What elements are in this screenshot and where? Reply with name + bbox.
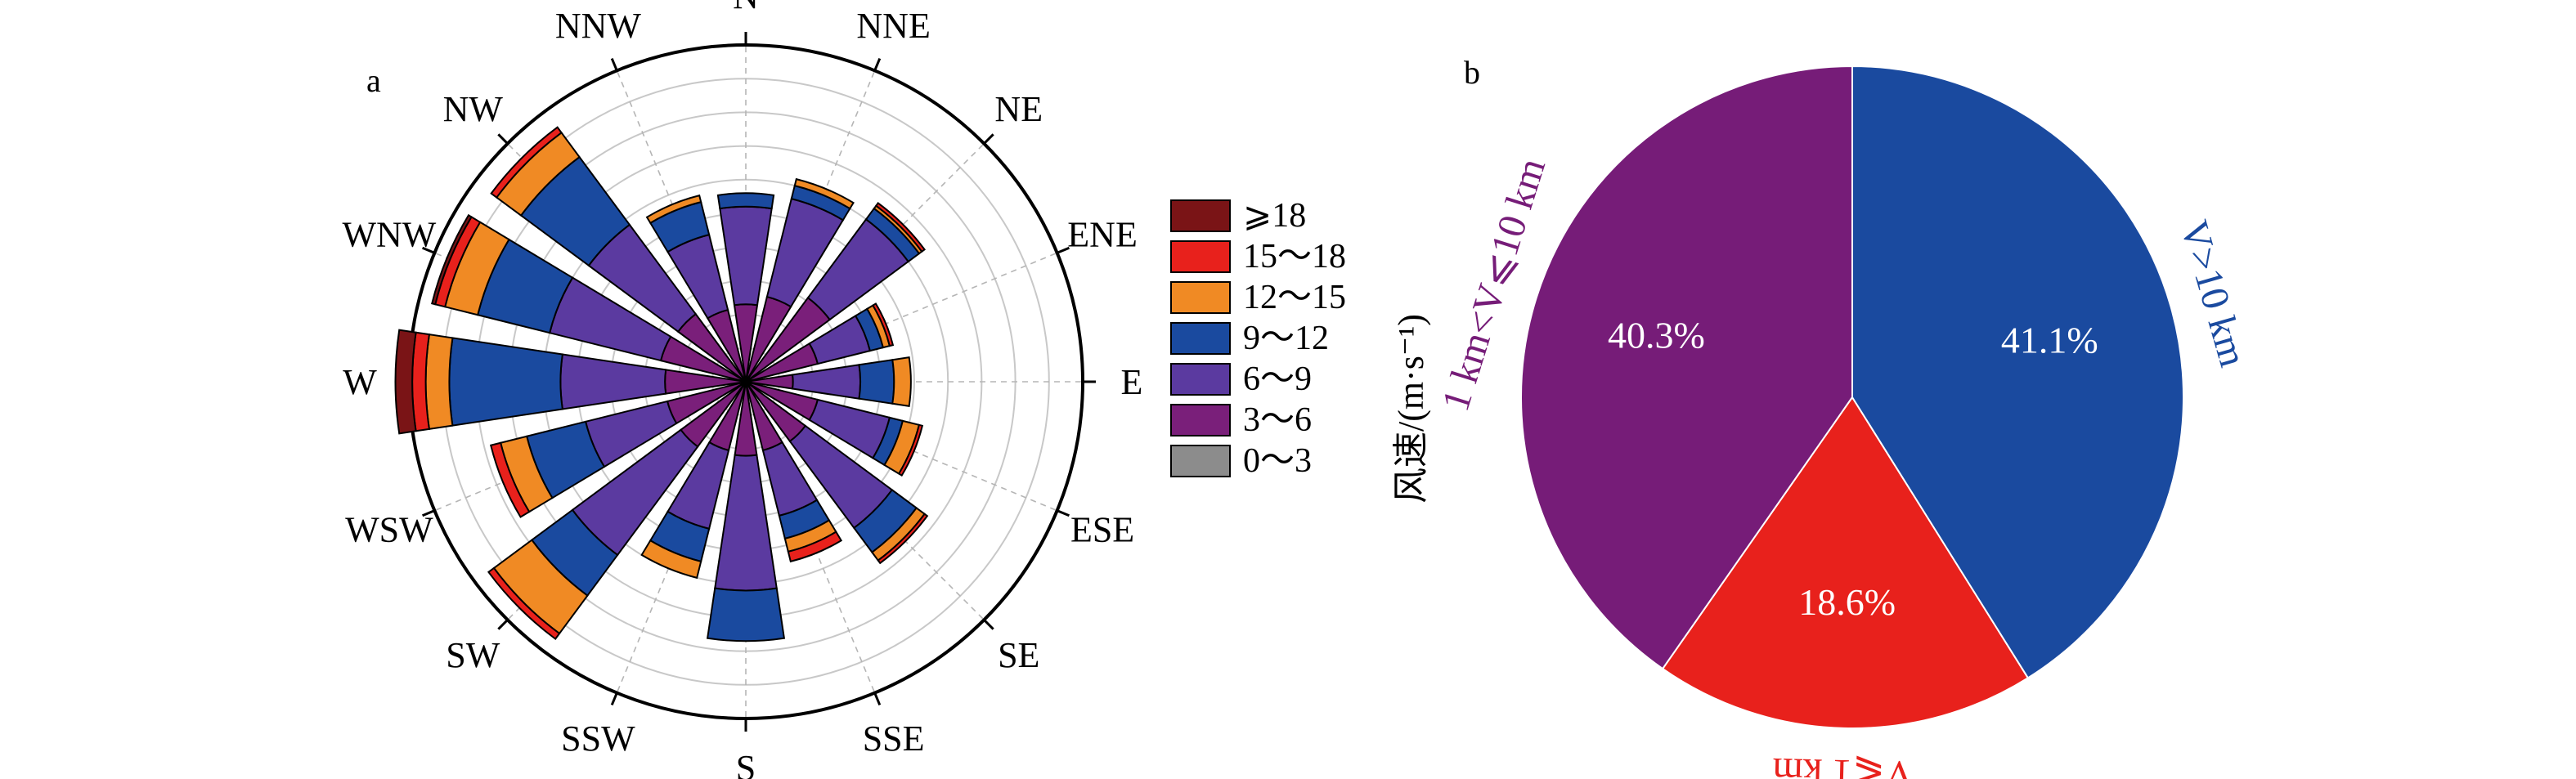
direction-label-ne: NE bbox=[994, 89, 1043, 129]
direction-label-w: W bbox=[343, 362, 377, 402]
legend-label-3: 9～12 bbox=[1243, 320, 1329, 357]
direction-label-e: E bbox=[1121, 362, 1143, 402]
rose-bar-nnw bbox=[645, 194, 747, 383]
rose-tick bbox=[983, 619, 994, 630]
rose-bar-n bbox=[716, 192, 775, 383]
rose-segment-w-bin4 bbox=[424, 334, 454, 430]
panel-label-b: b bbox=[1464, 54, 1480, 91]
direction-label-n: N bbox=[733, 0, 759, 16]
legend-title: 风速/(m·s⁻¹) bbox=[1391, 314, 1431, 504]
rose-tick bbox=[610, 58, 618, 71]
rose-tick bbox=[497, 619, 509, 630]
rose-bar-ese bbox=[745, 381, 924, 477]
rose-segment-sse-bin5 bbox=[787, 531, 843, 563]
rose-segment-n-bin2 bbox=[719, 205, 773, 307]
rose-bar-nw bbox=[490, 126, 747, 383]
direction-label-ssw: SSW bbox=[561, 719, 635, 759]
direction-label-ese: ESE bbox=[1070, 510, 1134, 550]
rose-tick bbox=[422, 509, 435, 517]
direction-label-sse: SSE bbox=[863, 719, 925, 759]
pie-category-label-0: V⩽1 km bbox=[1772, 750, 1914, 779]
rose-segment-wnw-bin6 bbox=[431, 213, 473, 306]
rose-segment-s-bin2 bbox=[714, 454, 778, 592]
pie-value-label-1: 40.3% bbox=[1608, 315, 1705, 356]
wind-rose-chart: a N NNE NE ENE E ESE SE SSE S SSW SW WSW W WNW NW NNW ⩾… bbox=[343, 0, 1431, 779]
legend-label-1: 15～18 bbox=[1243, 238, 1346, 275]
pie-value-label-0: 18.6% bbox=[1798, 581, 1896, 623]
legend-label-4: 6～9 bbox=[1243, 360, 1312, 398]
rose-segment-n-bin3 bbox=[716, 192, 775, 210]
pie-slice-1 bbox=[1520, 65, 1853, 670]
rose-segment-w-bin2 bbox=[559, 353, 667, 410]
direction-label-ene: ENE bbox=[1067, 214, 1138, 254]
rose-bar-ssw bbox=[640, 381, 747, 580]
rose-tick bbox=[497, 133, 509, 145]
legend-swatch-1 bbox=[1170, 240, 1231, 273]
rose-segment-w-bin6 bbox=[394, 329, 417, 435]
legend-swatch-5 bbox=[1170, 404, 1231, 437]
rose-segment-e-bin2 bbox=[791, 364, 862, 400]
rose-segment-se-bin5 bbox=[877, 513, 929, 565]
rose-segment-e-bin4 bbox=[891, 356, 912, 407]
rose-bar-e bbox=[745, 356, 912, 407]
rose-segment-nw-bin5 bbox=[490, 126, 563, 199]
rose-bar-wsw bbox=[489, 381, 747, 518]
rose-segment-ssw-bin4 bbox=[640, 539, 702, 580]
direction-label-nne: NNE bbox=[856, 6, 930, 46]
rose-tick bbox=[983, 133, 994, 145]
direction-label-nnw: NNW bbox=[555, 6, 642, 46]
rose-tick bbox=[610, 692, 618, 705]
legend-label-0: ⩾18 bbox=[1243, 197, 1306, 235]
rose-bar-nne bbox=[745, 177, 855, 383]
legend-label-2: 12～15 bbox=[1243, 279, 1346, 316]
pie-category-label-2: V>10 km bbox=[2172, 216, 2255, 372]
direction-label-nw: NW bbox=[443, 89, 504, 129]
rose-segment-nne-bin4 bbox=[793, 177, 855, 210]
wind-rose-bars bbox=[394, 126, 929, 642]
rose-bar-ne bbox=[745, 202, 926, 383]
rose-segment-nnw-bin4 bbox=[645, 194, 702, 225]
legend-label-5: 3～6 bbox=[1243, 401, 1312, 439]
legend-label-6: 0～3 bbox=[1243, 442, 1312, 480]
rose-segment-ese-bin5 bbox=[897, 423, 924, 477]
pie-value-label-2: 41.1% bbox=[2001, 320, 2098, 361]
rose-tick bbox=[873, 692, 882, 705]
legend-swatch-0 bbox=[1170, 199, 1231, 232]
direction-label-wsw: WSW bbox=[345, 510, 433, 550]
rose-tick bbox=[873, 58, 882, 71]
legend-swatch-6 bbox=[1170, 445, 1231, 477]
rose-segment-sw-bin5 bbox=[487, 566, 561, 641]
rose-tick bbox=[1057, 509, 1070, 517]
pie-slices bbox=[1520, 65, 2184, 729]
direction-label-s: S bbox=[736, 748, 756, 779]
rose-bar-wnw bbox=[431, 213, 747, 383]
panel-label-a: a bbox=[366, 62, 381, 99]
rose-bar-ene bbox=[745, 302, 895, 383]
direction-label-sw: SW bbox=[446, 635, 500, 675]
pie-slice-2 bbox=[1851, 65, 2184, 679]
rose-bar-s bbox=[706, 381, 786, 642]
legend-swatch-2 bbox=[1170, 281, 1231, 314]
rose-tick bbox=[1057, 246, 1070, 254]
legend-swatch-3 bbox=[1170, 322, 1231, 355]
direction-label-se: SE bbox=[998, 635, 1039, 675]
pie-slice-0 bbox=[1661, 396, 2030, 729]
rose-segment-wsw-bin5 bbox=[489, 441, 531, 518]
rose-bar-se bbox=[745, 381, 929, 565]
rose-segment-w-bin3 bbox=[448, 337, 564, 427]
rose-bar-w bbox=[394, 329, 747, 435]
rose-segment-ene-bin5 bbox=[872, 302, 895, 347]
rose-segment-e-bin3 bbox=[858, 359, 895, 405]
legend-swatch-4 bbox=[1170, 363, 1231, 396]
rose-bar-sse bbox=[745, 381, 843, 563]
rose-tick bbox=[422, 246, 435, 254]
rose-segment-s-bin3 bbox=[706, 587, 786, 642]
direction-label-wnw: WNW bbox=[343, 214, 437, 254]
wind-rose-direction-labels: N NNE NE ENE E ESE SE SSE S SSW SW WSW W WNW NW NNW bbox=[343, 0, 1143, 779]
rose-segment-ne-bin5 bbox=[874, 202, 926, 253]
